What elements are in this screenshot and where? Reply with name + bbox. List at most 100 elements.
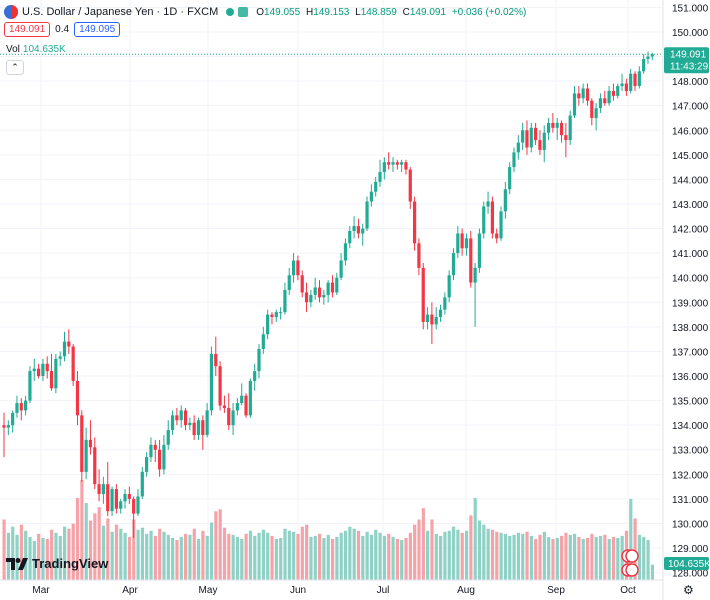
candle [227, 393, 231, 431]
price-axis-label: 150.000 [672, 28, 709, 39]
volume-bar [473, 497, 477, 580]
volume-bar [80, 480, 84, 580]
candle [300, 270, 304, 298]
volume-bar [430, 519, 434, 580]
volume-bar [179, 536, 183, 580]
time-axis[interactable]: Mar Apr May Jun Jul Aug Sep Oct [0, 579, 663, 596]
price-axis-label: 136.000 [672, 372, 709, 383]
candle [296, 255, 300, 281]
volume-bar [149, 530, 153, 580]
candle [192, 415, 196, 440]
volume-bar [313, 535, 317, 580]
symbol-title[interactable]: U.S. Dollar / Japanese Yen · 1D · FXCM [22, 6, 219, 18]
settings-gear-icon[interactable]: ⚙ [683, 583, 694, 597]
volume-bar [274, 538, 278, 580]
volume-bar [551, 538, 555, 580]
time-axis-label: Aug [457, 585, 475, 596]
sell-button[interactable]: 149.091 [4, 22, 51, 37]
symbol-header[interactable]: U.S. Dollar / Japanese Yen · 1D · FXCM O… [4, 4, 529, 20]
candle [317, 280, 322, 303]
price-axis[interactable]: 128.000 129.000 130.000 131.000 132.000 133.0… [662, 0, 709, 600]
volume-bar [45, 538, 49, 580]
candle [58, 351, 62, 367]
last-price-text: 149.091 [670, 49, 707, 60]
volume-bar [490, 529, 495, 580]
candle [279, 307, 283, 320]
volume-bar [464, 530, 469, 580]
candle [153, 439, 157, 463]
candle [430, 302, 434, 345]
price-axis-label: 140.000 [672, 274, 709, 285]
low-value: 148.859 [360, 6, 397, 18]
volume-bar [41, 537, 45, 580]
volume-bar [300, 526, 304, 580]
volume-bar [408, 532, 412, 580]
high-value: 149.153 [313, 6, 350, 18]
candle [482, 201, 486, 239]
volume-bar [560, 535, 564, 580]
volume-bar [231, 534, 235, 580]
volume-bars [2, 480, 654, 580]
candle [209, 346, 214, 416]
volume-bar [335, 536, 339, 580]
volume-bar [58, 535, 62, 580]
candle [80, 410, 84, 482]
volume-bar [106, 518, 110, 580]
volume-bar [287, 530, 291, 580]
candle [382, 157, 386, 180]
candle [201, 415, 205, 450]
candle [67, 329, 71, 354]
candle [451, 248, 456, 281]
volume-bar [343, 530, 348, 580]
volume-legend[interactable]: Vol 104.635K [6, 44, 66, 55]
volume-bar [534, 538, 538, 580]
volume-bar [71, 523, 75, 580]
volume-bar [555, 537, 559, 580]
price-axis-label: 146.000 [672, 126, 709, 137]
candle [28, 366, 32, 404]
candle [456, 226, 460, 259]
market-status-icon[interactable] [226, 8, 235, 16]
tradingview-logo-icon [6, 557, 28, 570]
volume-bar [166, 534, 170, 580]
volume-bar [50, 529, 54, 580]
volume-bar [542, 531, 546, 580]
volume-bar [101, 525, 106, 580]
close-value: 149.091 [409, 6, 447, 18]
volume-bar [378, 532, 382, 580]
volume-bar [400, 540, 404, 580]
price-axis-label: 138.000 [672, 323, 709, 334]
candle [114, 484, 118, 514]
candle [2, 412, 6, 458]
tradingview-logo[interactable]: TradingView [6, 556, 108, 571]
price-axis-label: 143.000 [672, 200, 709, 211]
time-axis-label: Jun [290, 585, 306, 596]
indicator-toggle-icon[interactable] [238, 7, 249, 17]
candle [490, 196, 494, 239]
candle [175, 407, 179, 426]
volume-bar [356, 530, 361, 580]
volume-bar [525, 531, 529, 580]
collapse-icon[interactable]: ⌃ [6, 60, 24, 75]
volume-bar [6, 532, 11, 580]
volume-bar [404, 537, 408, 580]
volume-bar [67, 528, 71, 580]
candle [369, 184, 373, 207]
candle [123, 489, 127, 509]
candle [460, 228, 464, 256]
volume-bar [413, 524, 417, 580]
volume-bar [11, 526, 15, 580]
volume-bar [88, 520, 93, 580]
candle [352, 216, 356, 239]
candle [170, 410, 175, 435]
buy-button[interactable]: 149.095 [74, 22, 121, 37]
volume-bar [127, 536, 132, 580]
candle [274, 309, 278, 322]
candle [620, 73, 624, 91]
candle [534, 122, 538, 145]
candle [391, 157, 395, 173]
volume-bar [292, 531, 296, 580]
volume-bar [140, 527, 145, 580]
volume-bar [196, 538, 201, 580]
